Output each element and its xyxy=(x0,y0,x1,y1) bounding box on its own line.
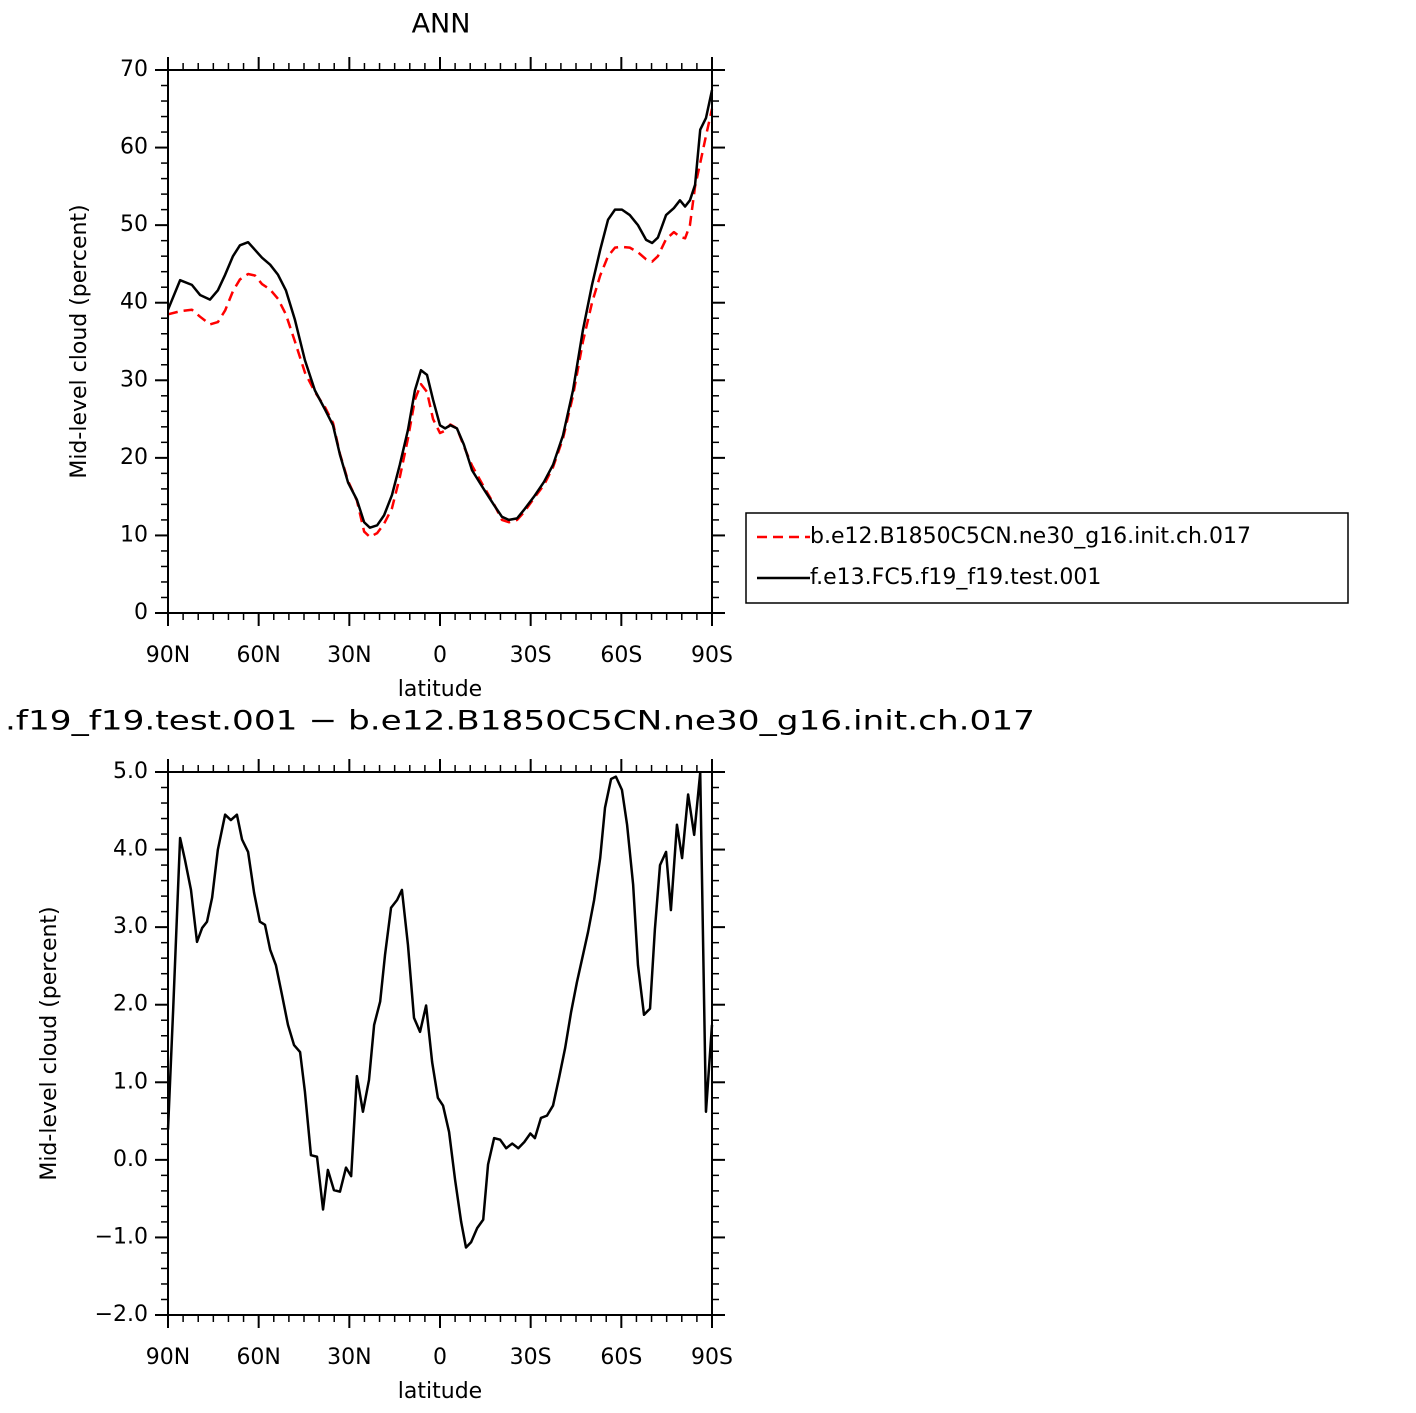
x-tick-label: 60S xyxy=(600,643,642,668)
y-tick-label: 0 xyxy=(134,600,148,625)
x-tick-label: 60N xyxy=(236,643,280,668)
x-tick-label: 0 xyxy=(433,1345,447,1370)
data-line xyxy=(166,89,714,529)
y-tick-label: 10 xyxy=(120,522,148,547)
plot-frame xyxy=(167,69,713,614)
y-tick-label: 30 xyxy=(120,367,148,392)
chart-title: .f19_f19.test.001 − b.e12.B1850C5CN.ne30… xyxy=(5,706,1035,737)
y-tick-label: 1.0 xyxy=(113,1069,148,1094)
x-tick-label: 90S xyxy=(691,1345,733,1370)
x-tick-label: 90N xyxy=(146,1345,190,1370)
x-tick-label: 0 xyxy=(433,643,447,668)
y-tick-label: 40 xyxy=(120,290,148,315)
x-tick-label: 30S xyxy=(510,1345,552,1370)
x-tick-label: 30N xyxy=(327,643,371,668)
legend-label: b.e12.B1850C5CN.ne30_g16.init.ch.017 xyxy=(810,524,1251,549)
y-axis-title: Mid-level cloud (percent) xyxy=(37,906,62,1180)
y-tick-label: 20 xyxy=(120,445,148,470)
x-tick-label: 30N xyxy=(327,1345,371,1370)
legend-box xyxy=(745,512,1349,604)
legend-label: f.e13.FC5.f19_f19.test.001 xyxy=(810,565,1101,590)
data-line xyxy=(166,771,714,1249)
x-tick-label: 30S xyxy=(510,643,552,668)
y-tick-label: 2.0 xyxy=(113,992,148,1017)
x-axis-title: latitude xyxy=(398,1379,482,1404)
y-tick-label: 5.0 xyxy=(113,759,148,784)
x-tick-label: 90N xyxy=(146,643,190,668)
y-tick-label: 50 xyxy=(120,212,148,237)
x-tick-label: 60N xyxy=(236,1345,280,1370)
plot-frame xyxy=(167,771,713,1316)
y-tick-label: −2.0 xyxy=(95,1302,148,1327)
data-line xyxy=(167,108,714,539)
y-tick-label: 0.0 xyxy=(113,1147,148,1172)
y-axis-title: Mid-level cloud (percent) xyxy=(67,204,92,478)
y-tick-label: −1.0 xyxy=(95,1224,148,1249)
y-tick-label: 3.0 xyxy=(113,914,148,939)
x-axis-title: latitude xyxy=(398,677,482,702)
x-tick-label: 90S xyxy=(691,643,733,668)
y-tick-label: 4.0 xyxy=(113,837,148,862)
y-tick-label: 70 xyxy=(120,57,148,82)
y-tick-label: 60 xyxy=(120,135,148,160)
chart-title: ANN xyxy=(412,9,471,40)
x-tick-label: 60S xyxy=(600,1345,642,1370)
